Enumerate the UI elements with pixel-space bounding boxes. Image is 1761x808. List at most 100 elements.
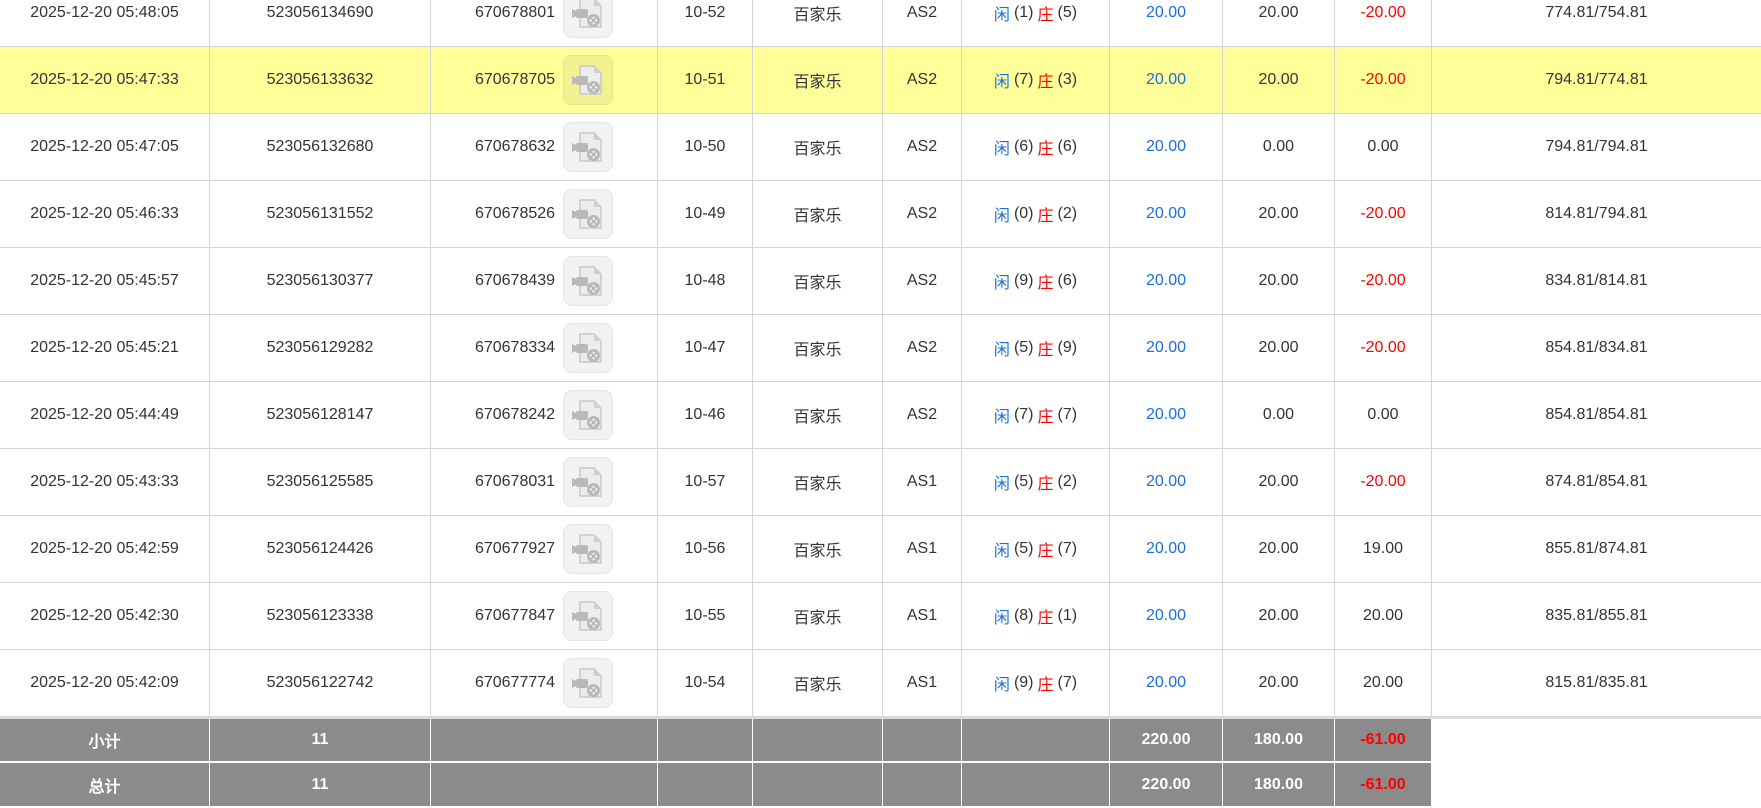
bet-amount: 20.00 [1223,650,1335,716]
bet-id: 523056125585 [210,449,431,515]
video-replay-button[interactable] [563,55,614,105]
player-result-points: (6) [1013,138,1034,155]
table-code: AS2 [883,248,962,314]
bet-id: 523056123338 [210,583,431,649]
player-result-label: 闲 [993,610,1010,627]
player-result-points: (0) [1013,205,1034,222]
bet-time: 2025-12-20 05:45:21 [0,315,210,381]
total-row: 总计 11 220.00 180.00 -61.00 [0,763,1761,806]
player-result-points: (5) [1013,339,1034,356]
video-replay-button[interactable] [563,591,614,641]
subtotal-empty-cell [431,719,658,761]
game-result: 闲 (1) 庄 (5) [962,0,1110,46]
game-round-id: 670677847 [474,607,556,624]
valid-bet-cell: 20.00 [1110,382,1223,448]
banker-result-points: (6) [1057,272,1078,289]
game-round-cell: 670677774 [431,650,658,716]
bet-amount: 20.00 [1223,248,1335,314]
table-code: AS1 [883,583,962,649]
video-replay-button[interactable] [563,524,614,574]
game-round-id: 670677927 [474,540,556,557]
total-bet-amount: 180.00 [1223,763,1335,806]
banker-result-label: 庄 [1037,275,1054,292]
valid-bet-link[interactable]: 20.00 [1145,607,1187,624]
valid-bet-link[interactable]: 20.00 [1145,4,1187,21]
valid-bet-cell: 20.00 [1110,181,1223,247]
valid-bet-cell: 20.00 [1110,47,1223,113]
video-replay-button[interactable] [563,323,614,373]
subtotal-empty-cell [658,719,753,761]
table-round-number: 10-46 [658,382,753,448]
game-result: 闲 (5) 庄 (9) [962,315,1110,381]
table-code: AS2 [883,114,962,180]
video-replay-button[interactable] [563,122,614,172]
balance-before-after: 794.81/794.81 [1545,138,1648,155]
win-loss: 19.00 [1335,516,1432,582]
video-replay-button[interactable] [563,390,614,440]
valid-bet-cell: 20.00 [1110,315,1223,381]
banker-result-label: 庄 [1037,7,1054,24]
bet-amount: 0.00 [1223,382,1335,448]
video-replay-button[interactable] [563,0,614,38]
video-replay-button[interactable] [563,658,614,708]
valid-bet-link[interactable]: 20.00 [1145,272,1187,289]
banker-result-label: 庄 [1037,208,1054,225]
table-round-number: 10-52 [658,0,753,46]
valid-bet-link[interactable]: 20.00 [1145,473,1187,490]
table-code: AS2 [883,181,962,247]
video-replay-button[interactable] [563,189,614,239]
game-round-id: 670678632 [474,138,556,155]
banker-result-points: (7) [1057,540,1078,557]
valid-bet-link[interactable]: 20.00 [1145,540,1187,557]
video-replay-button[interactable] [563,256,614,306]
bet-amount: 20.00 [1223,449,1335,515]
game-round-cell: 670678632 [431,114,658,180]
bet-id: 523056134690 [210,0,431,46]
bet-time: 2025-12-20 05:47:33 [0,47,210,113]
win-loss: -20.00 [1335,0,1432,46]
banker-result-label: 庄 [1037,476,1054,493]
win-loss: -20.00 [1335,248,1432,314]
video-replay-button[interactable] [563,457,614,507]
table-code: AS1 [883,516,962,582]
game-round-cell: 670678526 [431,181,658,247]
subtotal-bet-amount: 180.00 [1223,719,1335,761]
subtotal-count: 11 [210,719,431,761]
bet-time: 2025-12-20 05:44:49 [0,382,210,448]
bet-time: 2025-12-20 05:48:05 [0,0,210,46]
table-code: AS2 [883,382,962,448]
table-row: 2025-12-20 05:43:33 523056125585 6706780… [0,449,1761,516]
valid-bet-link[interactable]: 20.00 [1145,205,1187,222]
table-row: 2025-12-20 05:45:57 523056130377 6706784… [0,248,1761,315]
valid-bet-link[interactable]: 20.00 [1145,339,1187,356]
player-result-points: (9) [1013,674,1034,691]
video-record-icon [572,534,602,564]
total-count: 11 [210,763,431,806]
banker-result-points: (7) [1057,674,1078,691]
bet-time: 2025-12-20 05:42:59 [0,516,210,582]
bet-time: 2025-12-20 05:46:33 [0,181,210,247]
table-row: 2025-12-20 05:42:09 523056122742 6706777… [0,650,1761,717]
valid-bet-link[interactable]: 20.00 [1145,674,1187,691]
game-result: 闲 (7) 庄 (7) [962,382,1110,448]
valid-bet-link[interactable]: 20.00 [1145,406,1187,423]
bet-amount: 20.00 [1223,0,1335,46]
table-round-number: 10-47 [658,315,753,381]
banker-result-points: (1) [1057,607,1078,624]
balance-before-after: 815.81/835.81 [1545,674,1648,691]
game-round-cell: 670678334 [431,315,658,381]
player-result-points: (8) [1013,607,1034,624]
bet-id: 523056130377 [210,248,431,314]
balance-before-after: 834.81/814.81 [1545,272,1648,289]
game-result: 闲 (9) 庄 (6) [962,248,1110,314]
bet-amount: 20.00 [1223,181,1335,247]
valid-bet-cell: 20.00 [1110,583,1223,649]
video-record-icon [572,0,602,28]
banker-result-label: 庄 [1037,74,1054,91]
game-round-cell: 670678705 [431,47,658,113]
game-round-id: 670678334 [474,339,556,356]
valid-bet-link[interactable]: 20.00 [1145,138,1187,155]
bet-amount: 20.00 [1223,516,1335,582]
valid-bet-link[interactable]: 20.00 [1145,71,1187,88]
